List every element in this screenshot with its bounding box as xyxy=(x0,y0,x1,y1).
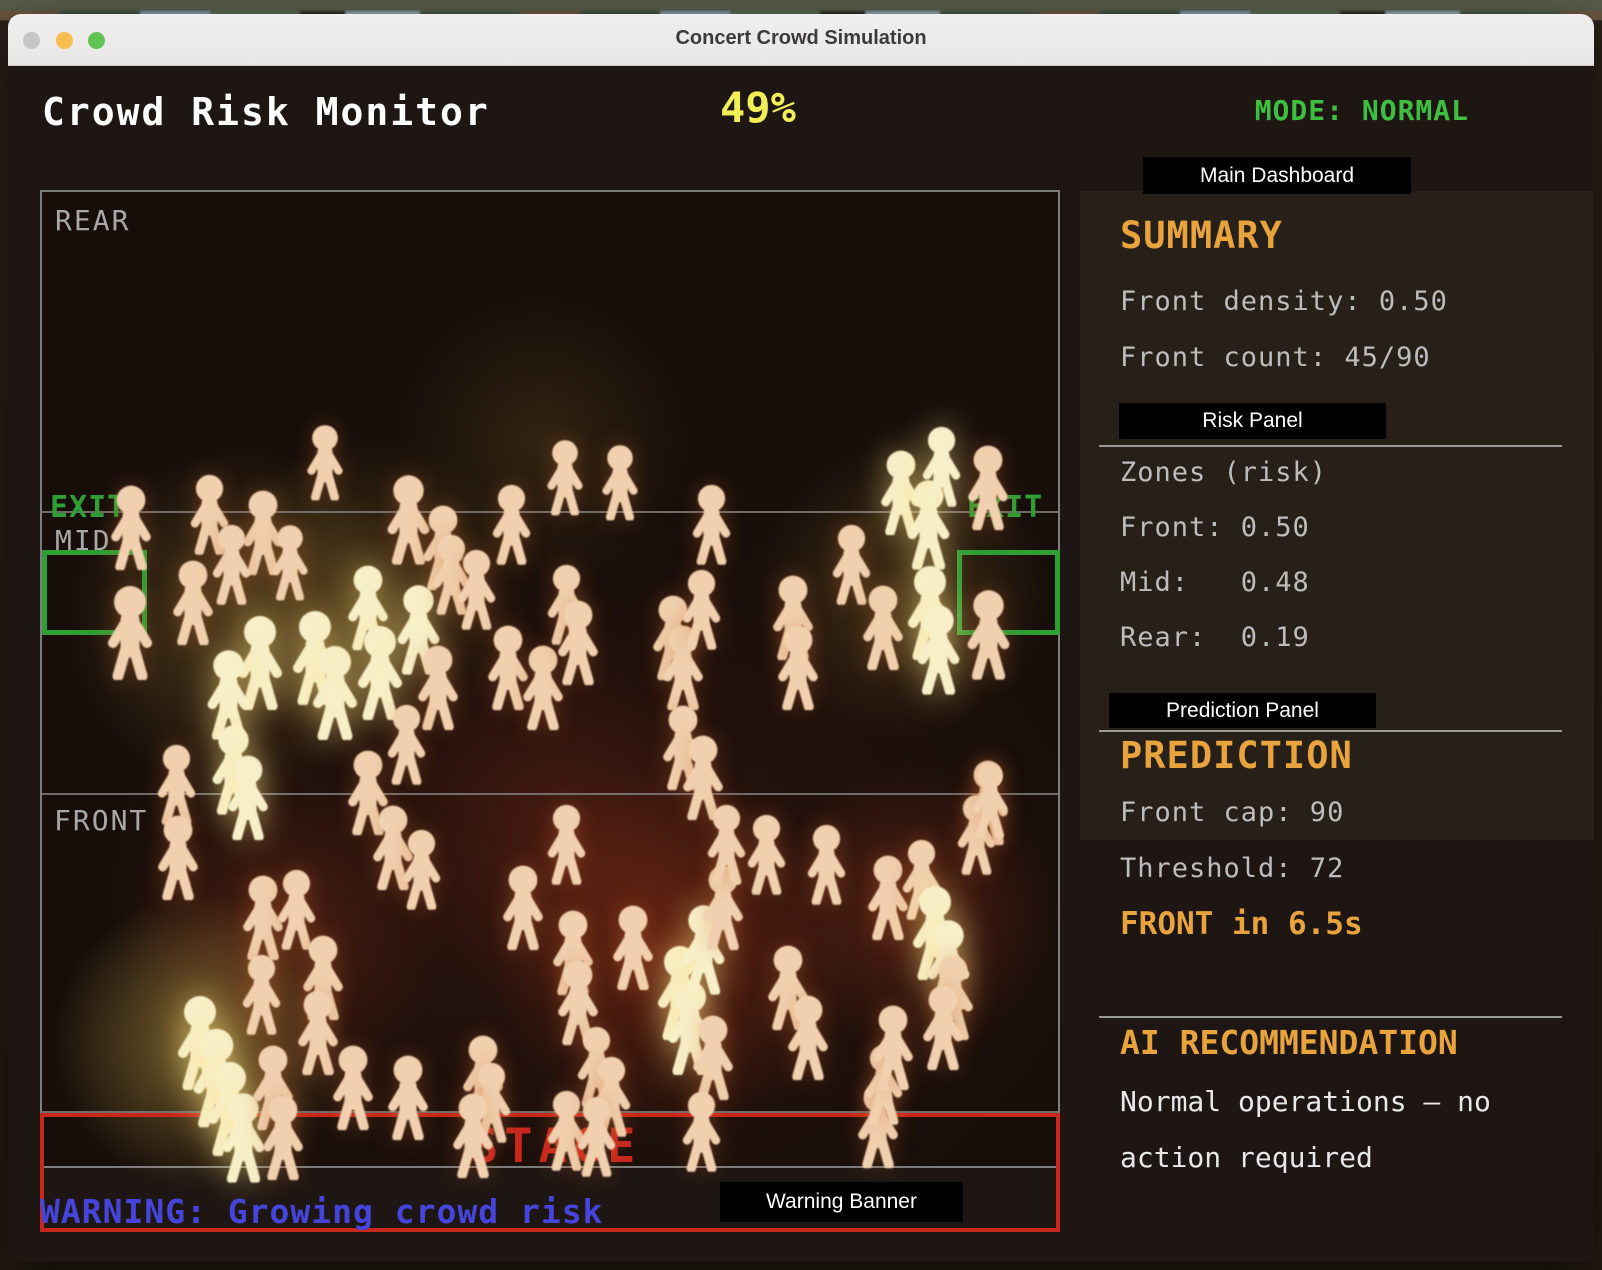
risk-panel-annotation: Risk Panel xyxy=(1119,403,1386,439)
exit-left-label: EXIT xyxy=(50,490,127,525)
ai-recommendation-title: AI RECOMMENDATION xyxy=(1120,1023,1458,1062)
ai-separator xyxy=(1099,1016,1562,1018)
heat-glow xyxy=(752,752,1072,1072)
risk-zones-label: Zones (risk) xyxy=(1120,457,1328,488)
heat-glow xyxy=(382,282,702,602)
risk-mid: Mid: 0.48 xyxy=(1120,567,1310,598)
stage-label: STAGE xyxy=(470,1119,642,1174)
heat-glow xyxy=(102,752,462,1112)
window-titlebar: Concert Crowd Simulation xyxy=(8,14,1594,66)
risk-percent: 49% xyxy=(720,83,796,132)
risk-rear: Rear: 0.19 xyxy=(1120,622,1310,653)
exit-right-box xyxy=(957,550,1060,635)
zone-label-front: FRONT xyxy=(54,804,149,837)
mode-indicator: MODE: NORMAL xyxy=(1254,94,1469,127)
app-window: Concert Crowd Simulation Crowd Risk Moni… xyxy=(8,14,1594,1262)
risk-separator xyxy=(1099,445,1562,447)
heat-glow xyxy=(472,752,872,1152)
warning-banner-annotation: Warning Banner xyxy=(720,1182,963,1222)
zone-label-rear: REAR xyxy=(55,204,131,237)
warning-text: WARNING: Growing crowd risk xyxy=(40,1192,604,1231)
prediction-panel-annotation: Prediction Panel xyxy=(1109,693,1376,728)
exit-right-label: EXIT xyxy=(967,490,1044,525)
prediction-front-cap: Front cap: 90 xyxy=(1120,797,1345,828)
close-button[interactable] xyxy=(23,32,40,49)
summary-front-count: Front count: 45/90 xyxy=(1120,342,1431,373)
prediction-eta: FRONT in 6.5s xyxy=(1120,906,1363,942)
zone-line-mid-front xyxy=(42,793,1058,795)
page-title: Crowd Risk Monitor xyxy=(42,90,490,134)
app-content: Crowd Risk Monitor 49% MODE: NORMAL REAR… xyxy=(8,66,1594,1262)
heat-glow xyxy=(202,422,542,762)
prediction-title: PREDICTION xyxy=(1120,734,1353,777)
window-title: Concert Crowd Simulation xyxy=(675,27,927,49)
ai-recommendation-text: Normal operations — no action required xyxy=(1120,1085,1491,1174)
zoom-button[interactable] xyxy=(88,32,105,49)
prediction-threshold: Threshold: 72 xyxy=(1120,853,1345,884)
risk-front: Front: 0.50 xyxy=(1120,512,1310,543)
prediction-separator xyxy=(1099,730,1562,732)
main-dashboard-annotation: Main Dashboard xyxy=(1143,157,1411,194)
heat-glow xyxy=(362,632,762,1032)
exit-left-box xyxy=(42,550,147,635)
summary-front-density: Front density: 0.50 xyxy=(1120,286,1448,317)
simulation-arena: REAR MID FRONT EXIT EXIT xyxy=(32,190,1072,1212)
summary-title: SUMMARY xyxy=(1120,214,1283,257)
minimize-button[interactable] xyxy=(56,32,73,49)
zone-line-rear-mid xyxy=(42,511,1058,513)
